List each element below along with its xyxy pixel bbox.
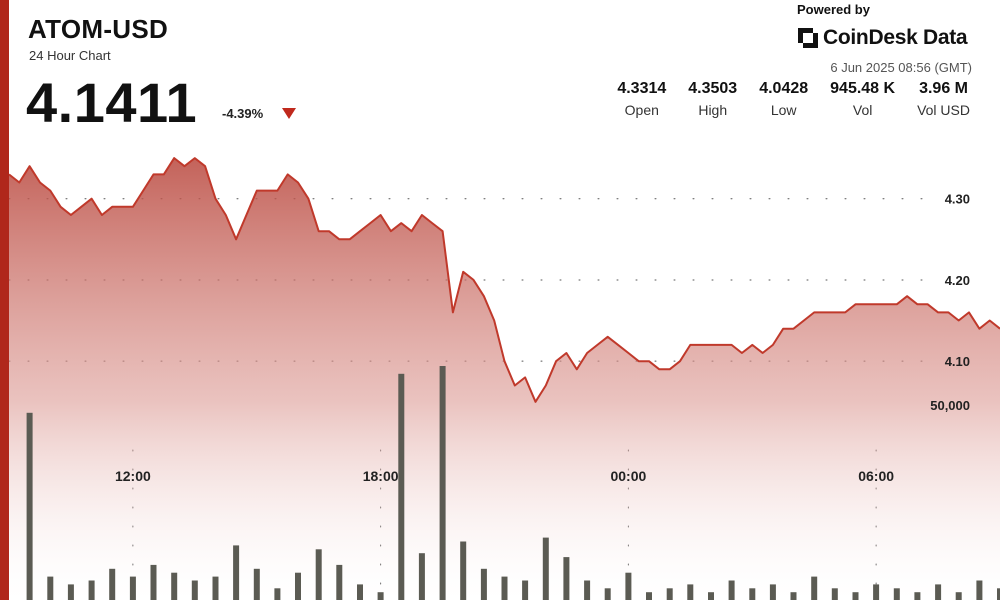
- volume-bar: [811, 576, 818, 600]
- volume-bar: [191, 580, 198, 600]
- volume-bar: [460, 541, 467, 600]
- volume-bar: [315, 549, 322, 600]
- volume-bar: [212, 576, 219, 600]
- stat-value: 3.96 M: [919, 80, 968, 97]
- volume-bar: [171, 572, 178, 600]
- volume-bar: [563, 557, 570, 600]
- volume-bar: [109, 568, 116, 600]
- volume-bar: [480, 568, 487, 600]
- down-arrow-icon: [282, 108, 296, 119]
- stat-value: 4.3503: [688, 80, 738, 97]
- volume-bar: [790, 592, 797, 600]
- stat-label: Vol USD: [917, 102, 970, 118]
- volume-bar: [769, 584, 776, 600]
- volume-bar: [377, 592, 384, 600]
- volume-bar: [584, 580, 591, 600]
- volume-tick-label: 50,000: [930, 398, 970, 413]
- current-price: 4.1411: [26, 71, 198, 134]
- volume-bar: [708, 592, 714, 600]
- chart-subtitle: 24 Hour Chart: [29, 48, 111, 63]
- volume-bar: [150, 564, 157, 600]
- y-tick-label: 4.30: [945, 192, 970, 207]
- x-tick-label: 00:00: [610, 468, 646, 484]
- volume-bar: [26, 412, 33, 600]
- stat-open: 4.3314 Open: [617, 80, 666, 118]
- price-line: [8, 157, 1000, 403]
- volume-bar: [336, 564, 343, 600]
- stat-vol: 945.48 K Vol: [830, 80, 895, 118]
- y-tick-label: 4.20: [945, 273, 970, 288]
- price-change: -4.39%: [222, 106, 264, 121]
- volume-bar: [935, 584, 942, 600]
- stats-panel: 4.3314 Open 4.3503 High 4.0428 Low 945.4…: [617, 80, 970, 118]
- volume-bar: [501, 576, 508, 600]
- volume-bar: [852, 592, 859, 600]
- volume-bar: [439, 366, 446, 600]
- brand-logo: CoinDesk Data: [798, 26, 968, 50]
- volume-bar: [728, 580, 735, 600]
- volume-bar: [604, 588, 611, 600]
- stat-label: Vol: [852, 102, 873, 118]
- asset-symbol: ATOM-USD: [28, 14, 169, 44]
- x-tick-label: 12:00: [115, 468, 151, 484]
- x-tick-label: 18:00: [363, 468, 399, 484]
- volume-bar: [873, 584, 880, 600]
- volume-bar: [418, 553, 425, 600]
- volume-bar: [88, 580, 95, 600]
- x-tick-label: 06:00: [858, 468, 894, 484]
- volume-bar: [233, 545, 240, 600]
- volume-bar: [914, 592, 921, 600]
- volume-bar: [253, 568, 260, 600]
- stat-label: High: [698, 102, 728, 118]
- volume-bar: [893, 588, 900, 600]
- accent-bar: [0, 0, 9, 600]
- volume-bar: [976, 580, 983, 600]
- volume-bar: [542, 537, 549, 600]
- volume-bar: [357, 584, 363, 600]
- volume-bar: [749, 588, 756, 600]
- volume-bar: [398, 373, 405, 600]
- volume-bar: [625, 572, 632, 600]
- volume-bar: [274, 588, 281, 600]
- volume-bar: [67, 584, 74, 600]
- y-tick-label: 4.10: [945, 354, 970, 369]
- volume-bar: [997, 588, 1000, 600]
- price-area: [9, 158, 1000, 600]
- coindesk-logo-icon: [798, 28, 818, 48]
- volume-bar: [646, 592, 652, 600]
- volume-bar: [129, 576, 136, 600]
- volume-bar: [955, 592, 962, 600]
- volume-bar: [831, 588, 838, 600]
- powered-by-label: Powered by: [797, 2, 870, 17]
- volume-bar: [47, 576, 54, 600]
- volume-bar: [666, 588, 673, 600]
- volume-bar: [522, 580, 529, 600]
- stat-value: 4.3314: [617, 80, 667, 97]
- volume-bar: [295, 572, 301, 600]
- stat-low: 4.0428 Low: [759, 80, 808, 118]
- volume-bar: [687, 584, 694, 600]
- stat-vol-usd: 3.96 M Vol USD: [917, 80, 970, 118]
- stat-high: 4.3503 High: [688, 80, 737, 118]
- stat-label: Low: [770, 102, 797, 118]
- stat-label: Open: [624, 102, 659, 118]
- timestamp: 6 Jun 2025 08:56 (GMT): [830, 60, 972, 75]
- stat-value: 945.48 K: [830, 80, 896, 97]
- stat-value: 4.0428: [759, 80, 809, 97]
- brand-name: CoinDesk Data: [823, 26, 968, 49]
